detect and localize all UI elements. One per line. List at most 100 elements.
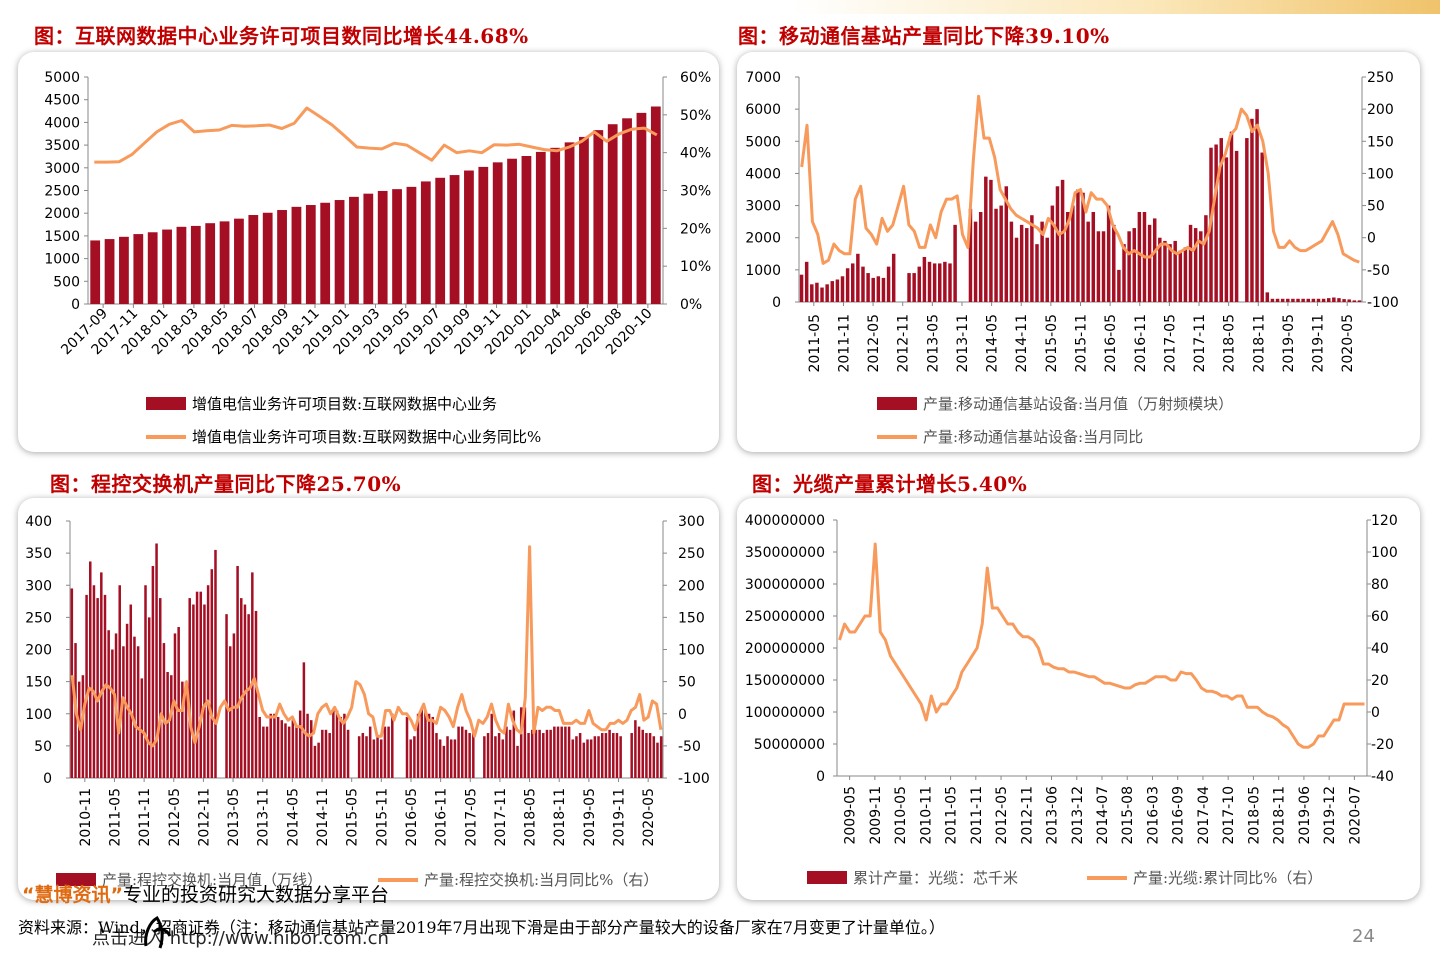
chart-panel-switch: 0 50 100 150 200 250 300 350 400 -100 -50 0 50 100 150… <box>18 498 719 900</box>
bar <box>578 733 582 778</box>
y-left-tick-label: 100000000 <box>745 705 825 721</box>
x-tick-label: 2013-05 <box>226 788 242 847</box>
bar <box>427 713 431 778</box>
y-right-tick-label: 40 <box>1371 641 1389 657</box>
watermark-link[interactable]: 点击进入 http://www.hibor.com.cn <box>92 928 389 949</box>
y-left-tick-label: 1500 <box>44 229 80 245</box>
bar <box>1025 228 1029 302</box>
bar <box>567 726 571 778</box>
chart-plot-group: 0 1000 2000 3000 4000 5000 6000 7000 -100 -50 0 50 1… <box>745 70 1398 373</box>
bar <box>1106 205 1111 302</box>
bar <box>835 279 840 302</box>
bar <box>866 273 870 302</box>
y-left-tick-label: 0 <box>772 295 781 311</box>
y-left-tick-label: 100 <box>25 707 52 723</box>
x-tick-label: 2014-05 <box>285 788 301 847</box>
bar <box>453 739 457 778</box>
bar <box>564 726 567 778</box>
x-tick-label: 2017-11 <box>1192 314 1208 373</box>
y-left-tick-label: 500 <box>53 274 80 290</box>
bar <box>907 273 911 302</box>
bar <box>917 266 922 302</box>
bar <box>948 263 952 302</box>
bar <box>891 253 896 302</box>
bar <box>277 210 287 304</box>
bar <box>1321 298 1326 302</box>
series-line <box>94 106 658 164</box>
bar <box>291 720 295 778</box>
bar <box>994 208 998 302</box>
bar <box>104 239 115 304</box>
bar <box>984 176 988 302</box>
y-left-tick-label: 4000 <box>44 115 80 131</box>
bar <box>845 268 850 302</box>
x-tick-label: 2012-11 <box>1019 786 1035 845</box>
bar <box>435 733 438 778</box>
x-tick-label: 2011-05 <box>107 788 123 847</box>
bar <box>652 736 656 778</box>
y-right-tick-label: 10% <box>680 259 711 275</box>
x-tick-label: 2013-06 <box>1045 786 1061 845</box>
x-tick-label: 2019-05 <box>582 788 598 847</box>
bar <box>1158 237 1162 302</box>
bar <box>505 726 508 778</box>
bar <box>943 261 947 302</box>
y-left-tick-label: 300000000 <box>745 577 825 593</box>
x-tick-label: 2017-11 <box>493 788 509 847</box>
bar <box>512 710 516 778</box>
bar <box>181 681 184 778</box>
bar <box>321 729 324 778</box>
bar <box>597 736 600 778</box>
bar <box>527 733 530 778</box>
x-tick-label: 2016-11 <box>434 788 450 847</box>
y-left-tick-label: 250 <box>25 610 52 626</box>
bar <box>1040 221 1044 302</box>
bar <box>214 549 217 778</box>
bar <box>392 189 402 304</box>
y-left-tick-label: 250000000 <box>745 609 825 625</box>
legend-swatch-bar <box>56 873 96 886</box>
bar <box>1291 298 1295 302</box>
bar <box>170 675 173 778</box>
x-tick-label: 2018-11 <box>1251 314 1267 373</box>
bar <box>234 218 244 304</box>
bar <box>1132 228 1136 302</box>
bar <box>973 221 978 302</box>
bar <box>302 662 306 778</box>
y-right-tick-label: 200 <box>1367 102 1394 118</box>
bar <box>989 179 993 302</box>
y-left-tick-label: 350000000 <box>745 545 825 561</box>
bar <box>377 190 388 304</box>
x-tick-label: 2012-11 <box>896 314 912 373</box>
bar <box>1122 244 1126 302</box>
x-tick-label: 2017-05 <box>463 788 479 847</box>
bar <box>368 726 372 778</box>
y-right-tick-label: 150 <box>678 610 705 626</box>
x-tick-label: 2016-05 <box>1103 314 1119 373</box>
bar <box>550 147 561 304</box>
bar <box>349 196 359 304</box>
x-tick-label: 2011-11 <box>836 314 852 373</box>
bar <box>1265 292 1270 302</box>
x-tick-label: 2020-05 <box>641 788 657 847</box>
bar <box>376 736 379 778</box>
bar <box>636 112 647 304</box>
watermark-slogan: “慧博资讯”专业的投资研究大数据分享平台 <box>22 880 389 907</box>
bar <box>1204 215 1208 302</box>
bar <box>269 713 272 778</box>
bar <box>1270 298 1275 302</box>
bar <box>840 276 845 302</box>
bar <box>446 736 449 778</box>
bar <box>1014 237 1019 302</box>
y-right-tick-label: -100 <box>1367 295 1399 311</box>
bar <box>589 739 593 778</box>
bar <box>206 585 210 778</box>
bar <box>387 726 390 778</box>
bar <box>1326 298 1331 302</box>
bar <box>861 266 865 302</box>
bar <box>339 716 342 778</box>
bar <box>876 276 881 302</box>
chart-svg-optical-cable: 0 50000000 100000000 150000000 200000000 2500… <box>745 513 1398 887</box>
bar <box>492 162 503 304</box>
bar <box>287 726 291 778</box>
